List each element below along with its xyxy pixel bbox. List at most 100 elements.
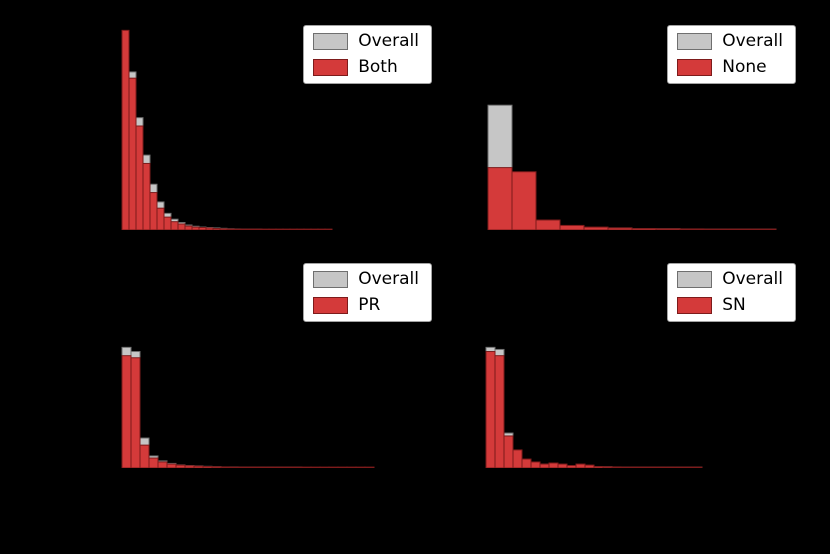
legend-entry-both: Both: [313, 59, 419, 76]
histogram-bar: [157, 461, 168, 468]
histogram-bar: [317, 228, 326, 230]
histogram-bar: [751, 228, 777, 230]
histogram-bar: [275, 228, 284, 230]
legend-label: Both: [358, 57, 398, 77]
histogram-bar: [184, 465, 195, 468]
legend-label: PR: [358, 295, 381, 315]
histogram-bar: [283, 466, 294, 468]
histogram-panel-both: Overall Both: [104, 22, 436, 230]
histogram-bar: [539, 463, 550, 468]
legend-label: Overall: [358, 269, 419, 289]
histogram-bar: [665, 466, 676, 468]
histogram-bar: [289, 228, 298, 230]
histogram-bar: [184, 225, 193, 230]
histogram-bar: [265, 466, 276, 468]
histogram-bar: [238, 466, 249, 468]
histogram-bar: [130, 357, 141, 468]
legend-label: Overall: [358, 31, 419, 51]
legend-entry-pr: PR: [313, 297, 419, 314]
histogram-bar: [602, 466, 613, 468]
histogram-bar: [121, 29, 130, 230]
legend-entry-none: None: [677, 59, 783, 76]
histogram-bar: [212, 228, 221, 230]
histogram-bar: [620, 466, 631, 468]
histogram-bar: [593, 466, 604, 468]
histogram-bar: [679, 228, 705, 230]
histogram-plot-sn: [485, 346, 703, 468]
histogram-bar: [511, 171, 537, 230]
histogram-bar: [607, 227, 633, 230]
sn-swatch: [677, 297, 713, 314]
histogram-bar: [692, 466, 703, 468]
legend-none: Overall None: [667, 25, 796, 84]
histogram-bar: [337, 466, 348, 468]
histogram-bar: [211, 466, 222, 468]
pr-swatch: [313, 297, 349, 314]
histogram-bar: [128, 77, 137, 230]
histogram-bar: [575, 463, 586, 468]
legend-entry-overall: Overall: [313, 271, 419, 288]
histogram-bar: [142, 162, 151, 230]
histogram-bar: [139, 444, 150, 468]
histogram-bar: [247, 228, 256, 230]
histogram-bar: [655, 228, 681, 230]
histogram-bar: [175, 464, 186, 468]
legend-pr: Overall PR: [303, 263, 432, 322]
histogram-bar: [282, 228, 291, 230]
histogram-bar: [247, 466, 258, 468]
histogram-plot-pr: [121, 346, 375, 468]
histogram-bar: [292, 466, 303, 468]
histogram-bar: [319, 466, 330, 468]
histogram-bar: [254, 228, 263, 230]
histogram-bar: [310, 466, 321, 468]
histogram-bar: [121, 355, 132, 468]
overall-swatch: [313, 33, 349, 50]
histogram-bar: [170, 221, 179, 230]
histogram-bar: [324, 228, 333, 230]
overall-swatch: [677, 271, 713, 288]
histogram-bar: [233, 228, 242, 230]
histogram-bar: [548, 462, 559, 468]
histogram-bar: [148, 457, 159, 468]
histogram-bar: [310, 228, 319, 230]
overall-swatch: [677, 33, 713, 50]
histogram-bar: [485, 351, 496, 468]
histogram-bar: [205, 227, 214, 230]
histogram-bar: [303, 228, 312, 230]
histogram-bar: [346, 466, 357, 468]
legend-both: Overall Both: [303, 25, 432, 84]
histogram-bar: [202, 466, 213, 468]
histogram-bar: [191, 226, 200, 230]
histogram-bar: [683, 466, 694, 468]
histogram-bar: [364, 466, 375, 468]
histogram-bar: [220, 466, 231, 468]
histogram-bar: [135, 125, 144, 230]
histogram-bar: [177, 223, 186, 230]
histogram-bar: [229, 466, 240, 468]
legend-entry-overall: Overall: [677, 33, 783, 50]
histogram-bar: [584, 464, 595, 468]
histogram-bar: [674, 466, 685, 468]
histogram-bar: [656, 466, 667, 468]
histogram-bar: [557, 463, 568, 468]
histogram-bar: [261, 228, 270, 230]
histogram-bar: [268, 228, 277, 230]
histogram-bar: [156, 207, 165, 230]
histogram-bar: [631, 228, 657, 230]
histogram-bar: [559, 224, 585, 230]
histogram-bar: [629, 466, 640, 468]
histogram-bar: [638, 466, 649, 468]
histogram-bar: [355, 466, 366, 468]
histogram-bar: [566, 465, 577, 468]
overall-swatch: [313, 271, 349, 288]
none-swatch: [677, 59, 713, 76]
histogram-bar: [240, 228, 249, 230]
legend-label: Overall: [722, 269, 783, 289]
histogram-bar: [226, 228, 235, 230]
legend-entry-overall: Overall: [313, 33, 419, 50]
histogram-bar: [611, 466, 622, 468]
both-swatch: [313, 59, 349, 76]
histogram-bar: [166, 463, 177, 468]
histogram-bar: [521, 458, 532, 468]
